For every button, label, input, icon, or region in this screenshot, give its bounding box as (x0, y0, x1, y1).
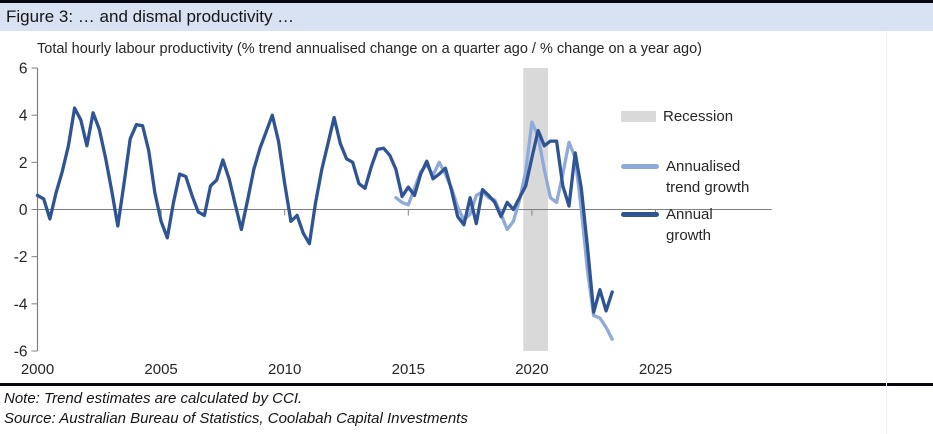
y-tick-label: -4 (14, 296, 28, 313)
note-text: Note: Trend estimates are calculated by … (4, 390, 303, 407)
bottom-divider-rule (0, 383, 933, 386)
annual-line-swatch-icon (621, 212, 659, 217)
y-tick-label: -2 (14, 249, 28, 266)
x-tick-label: 2000 (21, 361, 54, 378)
y-tick-label: 0 (19, 202, 28, 219)
y-tick-label: 6 (19, 61, 28, 78)
legend-label-trend-line2: trend growth (666, 179, 750, 196)
x-tick-label: 2010 (268, 361, 301, 378)
legend-item-trend-growth: Annualised trend growth (621, 156, 781, 198)
chart-legend: Recession Annualised trend growth Annual… (621, 106, 781, 275)
legend-label-annual-line1: Annual (666, 206, 713, 223)
top-border-rule (0, 0, 933, 3)
recession-swatch-icon (621, 111, 656, 122)
legend-item-recession: Recession (621, 106, 781, 127)
legend-label-recession: Recession (663, 108, 734, 125)
figure-title: Figure 3: … and dismal productivity … (6, 7, 295, 26)
x-tick-label: 2015 (392, 361, 425, 378)
trend-line-swatch-icon (621, 164, 659, 169)
figure-title-bar: Figure 3: … and dismal productivity … (0, 3, 933, 31)
x-tick-label: 2025 (639, 361, 672, 378)
y-tick-label: 4 (19, 108, 28, 125)
x-tick-label: 2005 (144, 361, 177, 378)
chart-subtitle: Total hourly labour productivity (% tren… (37, 41, 703, 57)
annual-growth-line (35, 106, 614, 314)
annualised-trend-growth-line (394, 120, 614, 341)
legend-label-trend-line1: Annualised (666, 158, 741, 175)
legend-item-annual-growth: Annual growth (621, 204, 781, 246)
legend-label-annual-line2: growth (666, 227, 712, 244)
y-tick-label: 2 (19, 155, 28, 172)
page-edge-line (886, 31, 887, 434)
source-text: Source: Australian Bureau of Statistics,… (4, 410, 468, 427)
y-tick-label: -6 (14, 343, 28, 360)
x-tick-label: 2020 (515, 361, 548, 378)
